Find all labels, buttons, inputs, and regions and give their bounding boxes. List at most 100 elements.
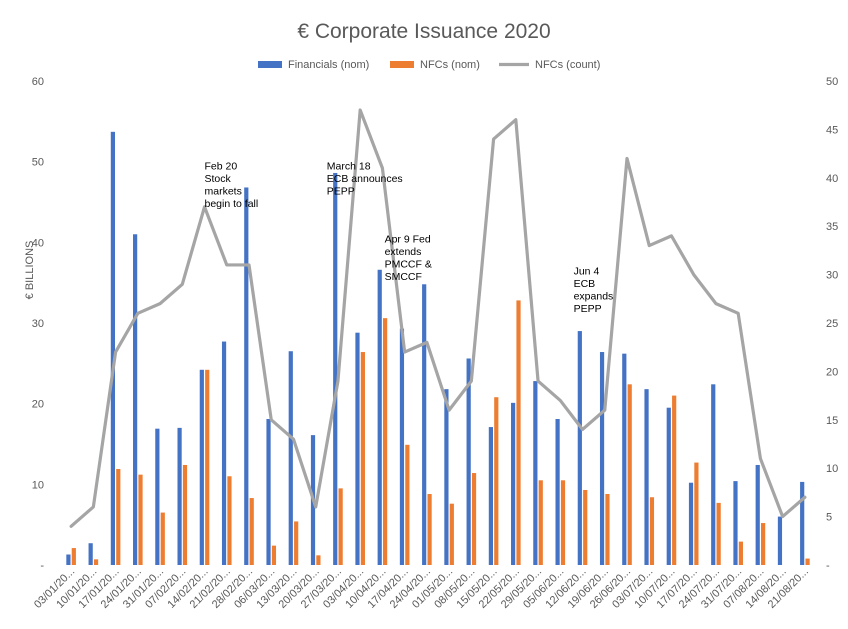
financials-bar	[88, 543, 93, 565]
legend-swatch	[258, 61, 282, 68]
financials-bar	[266, 418, 271, 565]
nfcs-nom-bar	[249, 498, 254, 565]
left-tick-label: 20	[32, 399, 44, 411]
financials-bar	[800, 481, 805, 565]
line-series	[69, 108, 807, 528]
left-axis-ticks: - 10 20 30 40 50 60	[32, 76, 45, 572]
nfcs-nom-bar	[738, 541, 743, 565]
annotation-line: extends	[385, 246, 422, 258]
annotation-line: Feb 20	[205, 161, 238, 173]
legend-item: Financials (nom)	[258, 59, 369, 71]
financials-bar	[177, 427, 182, 565]
annotation-line: PMCCF &	[385, 258, 432, 270]
financials-bar	[555, 418, 560, 565]
nfcs-nom-bar	[449, 503, 454, 565]
left-tick-label: 50	[32, 157, 44, 169]
right-tick-label: 35	[826, 221, 838, 233]
annotation-line: markets	[205, 186, 242, 198]
left-tick-label: -	[40, 560, 44, 572]
nfcs-nom-bar	[360, 352, 365, 565]
nfcs-nom-bar	[583, 489, 588, 565]
financials-bar	[399, 328, 405, 565]
financials-bar	[221, 341, 227, 565]
nfcs-nom-bar	[205, 369, 210, 565]
y-axis-label: € BILLIONS	[24, 241, 36, 300]
financials-bar	[466, 358, 471, 565]
nfcs-nom-bar	[138, 474, 143, 565]
right-tick-label: 15	[826, 415, 838, 427]
financials-bar	[599, 352, 605, 565]
nfcs-nom-bar	[316, 555, 321, 565]
annotation-line: ECB announces	[327, 173, 403, 185]
nfcs-nom-bar	[116, 469, 121, 565]
financials-bar	[533, 381, 538, 565]
nfcs-nom-bar	[383, 318, 388, 565]
chart-title: € Corporate Issuance 2020	[297, 20, 550, 43]
financials-bar	[355, 332, 360, 565]
financials-bar	[110, 131, 115, 565]
nfcs-nom-bar	[627, 384, 632, 565]
nfcs-nom-bar	[405, 444, 410, 565]
left-tick-label: 10	[32, 479, 44, 491]
nfcs-nom-bar	[427, 494, 432, 565]
financials-bar	[577, 331, 582, 565]
nfcs-count-line	[69, 108, 807, 528]
financials-bar	[644, 389, 649, 565]
financials-bar	[422, 284, 427, 565]
nfcs-nom-bar	[494, 397, 499, 565]
financials-bar	[288, 351, 293, 565]
right-tick-label: 20	[826, 366, 838, 378]
annotation-line: SMCCF	[385, 271, 422, 283]
financials-bar	[688, 482, 694, 565]
right-axis-ticks: - 5 10 15 20 25 30 35 40 45 50	[826, 76, 838, 572]
financials-bar	[488, 427, 493, 565]
legend-swatch	[390, 61, 414, 68]
legend-item: NFCs (count)	[499, 59, 600, 71]
right-tick-label: 45	[826, 124, 838, 136]
financials-bar	[511, 402, 516, 565]
financials-bar	[133, 234, 138, 565]
bars	[66, 131, 810, 566]
nfcs-nom-bar	[516, 300, 521, 565]
nfcs-nom-bar	[560, 480, 566, 565]
nfcs-nom-bar	[672, 395, 677, 565]
annotation-line: PEPP	[574, 303, 602, 315]
legend-label: NFCs (nom)	[420, 59, 480, 71]
x-axis-ticks: 03/01/20...10/01/20...17/01/20...24/01/2…	[32, 566, 811, 611]
annotation-line: Stock	[205, 173, 232, 185]
annotation-line: PEPP	[327, 186, 355, 198]
nfcs-nom-bar	[805, 558, 810, 565]
right-tick-label: 25	[826, 318, 838, 330]
annotation-line: Jun 4	[574, 266, 600, 278]
financials-bar	[777, 516, 783, 565]
left-tick-label: 30	[32, 318, 44, 330]
annotation-line: begin to fall	[205, 198, 259, 210]
financials-bar	[666, 407, 671, 565]
financials-bar	[711, 384, 716, 565]
nfcs-nom-bar	[338, 488, 343, 565]
legend-label: NFCs (count)	[535, 59, 600, 71]
nfcs-nom-bar	[694, 462, 699, 565]
nfcs-nom-bar	[605, 494, 610, 565]
financials-bar	[733, 481, 738, 565]
financials-bar	[755, 464, 760, 565]
financials-bar	[333, 172, 338, 565]
nfcs-nom-bar	[182, 464, 188, 565]
left-tick-label: 40	[32, 237, 44, 249]
nfcs-nom-bar	[271, 545, 277, 565]
nfcs-nom-bar	[538, 480, 543, 565]
nfcs-nom-bar	[649, 497, 655, 565]
financials-bar	[444, 389, 449, 565]
right-tick-label: 10	[826, 463, 838, 475]
left-tick-label: 60	[32, 76, 44, 88]
financials-bar	[377, 269, 382, 565]
financials-bar	[155, 428, 160, 565]
right-tick-label: 40	[826, 173, 838, 185]
right-tick-label: -	[826, 560, 830, 572]
nfcs-nom-bar	[227, 476, 232, 565]
